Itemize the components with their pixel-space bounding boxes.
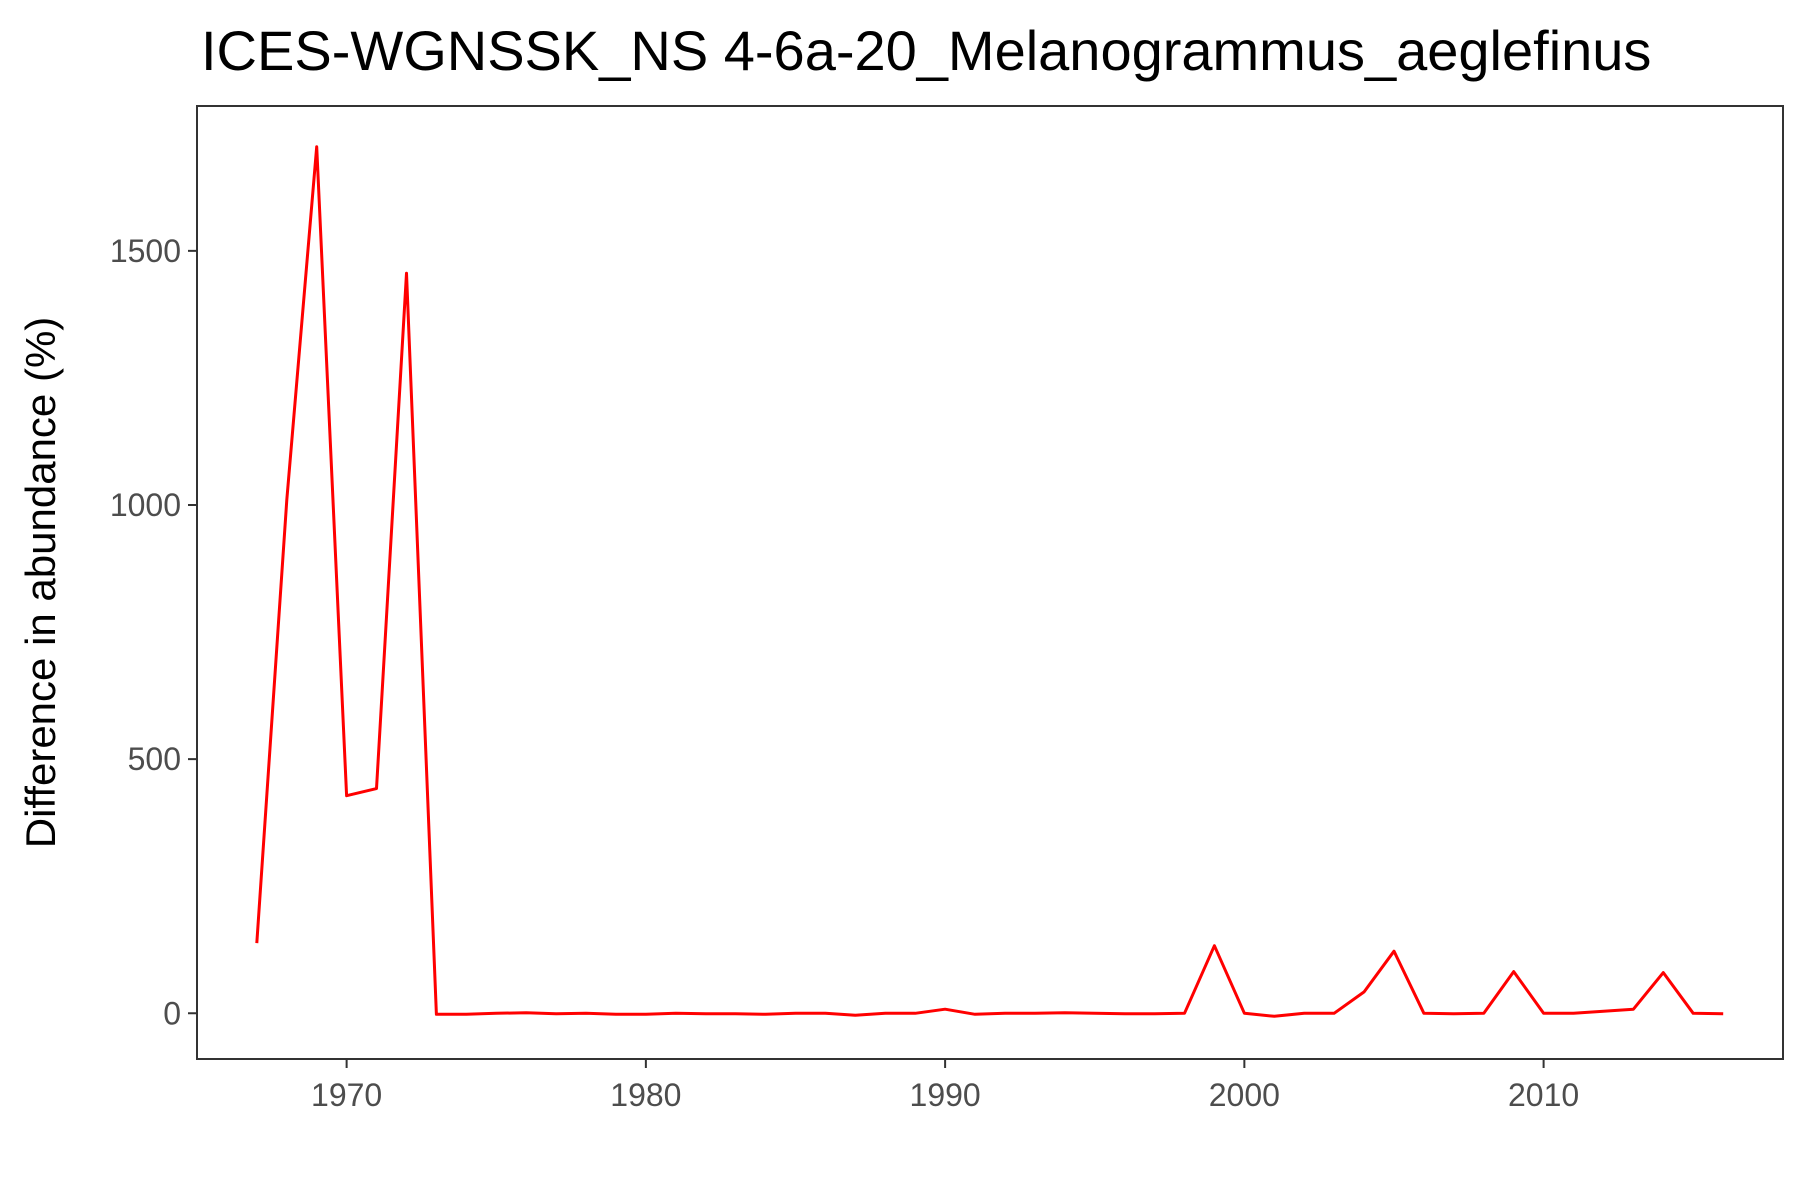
x-tick-label: 1990	[910, 1077, 981, 1113]
y-tick-label: 0	[163, 995, 181, 1031]
x-tick-label: 2000	[1209, 1077, 1280, 1113]
x-tick-label: 1980	[610, 1077, 681, 1113]
y-axis-label: Difference in abundance (%)	[17, 317, 64, 849]
y-axis-ticks: 0 500 1000 1500	[110, 233, 197, 1031]
y-tick-label: 500	[128, 741, 181, 777]
y-tick-label: 1500	[110, 233, 181, 269]
chart-title: ICES-WGNSSK_NS 4-6a-20_Melanogrammus_aeg…	[201, 19, 1651, 82]
plot-panel	[196, 105, 1784, 1060]
x-tick-label: 1970	[311, 1077, 382, 1113]
y-tick-label: 1000	[110, 487, 181, 523]
x-tick-label: 2010	[1508, 1077, 1579, 1113]
series-line	[255, 145, 1724, 1018]
series-layer	[255, 145, 1724, 1018]
x-axis-ticks: 1970 1980 1990 2000 2010	[311, 1059, 1579, 1113]
